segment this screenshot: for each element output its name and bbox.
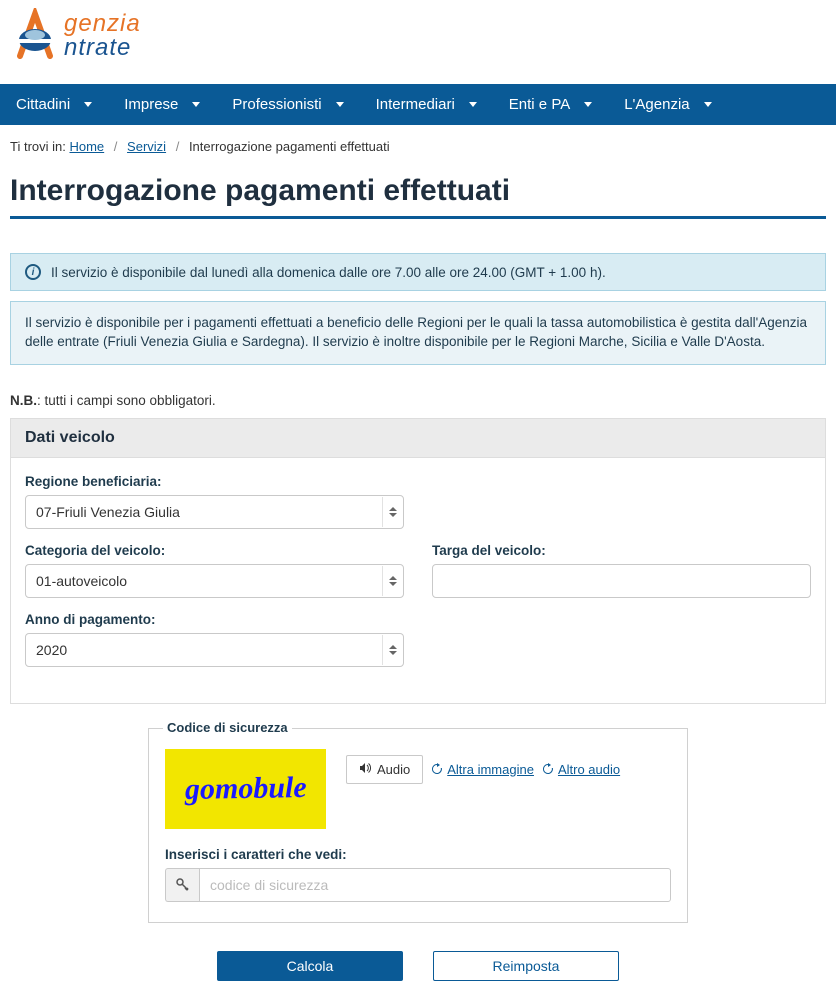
refresh-icon [431, 763, 443, 775]
chevron-down-icon [84, 102, 92, 107]
categoria-label: Categoria del veicolo: [25, 543, 404, 558]
audio-label: Audio [377, 762, 410, 777]
captcha-input[interactable] [199, 868, 671, 902]
chevron-down-icon [704, 102, 712, 107]
select-arrows-icon [382, 566, 402, 596]
description-text: Il servizio è disponibile per i pagament… [25, 315, 807, 349]
availability-text: Il servizio è disponibile dal lunedì all… [51, 265, 606, 280]
targa-label: Targa del veicolo: [432, 543, 811, 558]
nav-label: Professionisti [232, 96, 321, 113]
targa-input[interactable] [432, 564, 811, 598]
anno-value: 2020 [36, 642, 67, 658]
nav-intermediari[interactable]: Intermediari [360, 84, 493, 125]
regione-value: 07-Friuli Venezia Giulia [36, 504, 180, 520]
panel-title: Dati veicolo [11, 419, 825, 458]
captcha-section: Codice di sicurezza gomobule Audio [148, 728, 688, 923]
main-nav: Cittadini Imprese Professionisti Interme… [0, 84, 836, 125]
regione-select[interactable]: 07-Friuli Venezia Giulia [25, 495, 404, 529]
breadcrumb-servizi[interactable]: Servizi [127, 139, 166, 154]
select-arrows-icon [382, 635, 402, 665]
nav-enti-pa[interactable]: Enti e PA [493, 84, 608, 125]
chevron-down-icon [192, 102, 200, 107]
reimposta-button[interactable]: Reimposta [433, 951, 619, 981]
title-underline [10, 216, 826, 219]
chevron-down-icon [336, 102, 344, 107]
agency-logo[interactable]: genzia ntrate [10, 8, 826, 64]
select-arrows-icon [382, 497, 402, 527]
regione-label: Regione beneficiaria: [25, 474, 404, 489]
breadcrumb-home[interactable]: Home [69, 139, 104, 154]
description-alert: Il servizio è disponibile per i pagament… [10, 301, 826, 365]
logo-text: genzia ntrate [64, 12, 141, 60]
nav-label: Enti e PA [509, 96, 570, 113]
calcola-button[interactable]: Calcola [217, 951, 403, 981]
categoria-value: 01-autoveicolo [36, 573, 127, 589]
chevron-down-icon [584, 102, 592, 107]
key-icon [165, 868, 199, 902]
breadcrumb-prefix: Ti trovi in: [10, 139, 66, 154]
new-audio-label: Altro audio [558, 762, 620, 777]
chevron-down-icon [469, 102, 477, 107]
new-image-label: Altra immagine [447, 762, 534, 777]
categoria-select[interactable]: 01-autoveicolo [25, 564, 404, 598]
nb-text: : tutti i campi sono obbligatori. [37, 393, 216, 408]
captcha-new-image-link[interactable]: Altra immagine [431, 762, 534, 777]
captcha-new-audio-link[interactable]: Altro audio [542, 762, 620, 777]
anno-label: Anno di pagamento: [25, 612, 404, 627]
nb-note: N.B.: tutti i campi sono obbligatori. [10, 393, 826, 408]
anno-select[interactable]: 2020 [25, 633, 404, 667]
info-icon: i [25, 264, 41, 280]
nav-label: L'Agenzia [624, 96, 689, 113]
page-title: Interrogazione pagamenti effettuati [10, 174, 826, 208]
availability-alert: i Il servizio è disponibile dal lunedì a… [10, 253, 826, 291]
logo-icon [10, 8, 60, 64]
nav-professionisti[interactable]: Professionisti [216, 84, 359, 125]
nav-cittadini[interactable]: Cittadini [0, 84, 108, 125]
speaker-icon [359, 762, 371, 777]
nav-agenzia[interactable]: L'Agenzia [608, 84, 727, 125]
captcha-image: gomobule [165, 749, 326, 829]
nav-imprese[interactable]: Imprese [108, 84, 216, 125]
breadcrumb-sep: / [114, 139, 118, 154]
captcha-audio-button[interactable]: Audio [346, 755, 423, 784]
breadcrumb-sep: / [176, 139, 180, 154]
nav-label: Cittadini [16, 96, 70, 113]
nb-label: N.B. [10, 393, 37, 408]
vehicle-data-panel: Dati veicolo Regione beneficiaria: 07-Fr… [10, 418, 826, 704]
nav-label: Intermediari [376, 96, 455, 113]
captcha-image-text: gomobule [184, 771, 306, 807]
nav-label: Imprese [124, 96, 178, 113]
captcha-legend: Codice di sicurezza [163, 720, 292, 735]
breadcrumb: Ti trovi in: Home / Servizi / Interrogaz… [0, 125, 836, 168]
captcha-input-label: Inserisci i caratteri che vedi: [165, 847, 671, 862]
breadcrumb-current: Interrogazione pagamenti effettuati [189, 139, 390, 154]
header: genzia ntrate [0, 0, 836, 84]
refresh-icon [542, 763, 554, 775]
